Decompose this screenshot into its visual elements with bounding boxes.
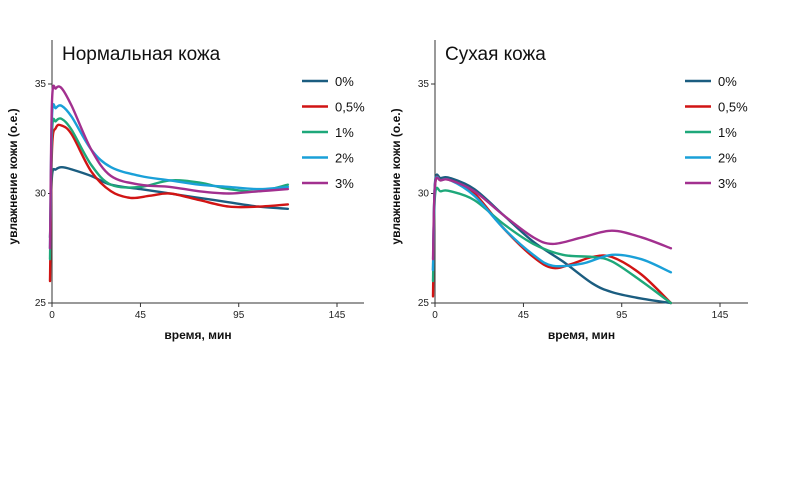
legend-label: 1% [718, 125, 737, 140]
series-line-3- [48, 84, 290, 250]
x-axis-label: время, мин [548, 328, 615, 342]
y-axis-label: увлажнение кожи (о.е.) [389, 108, 403, 244]
legend-label: 2% [718, 151, 737, 166]
x-tick-label: 145 [329, 310, 346, 321]
y-tick-label: 30 [35, 189, 47, 200]
y-tick-label: 25 [418, 298, 430, 309]
y-axis-label: увлажнение кожи (о.е.) [6, 108, 20, 244]
chart-normal-skin: 25 30 35 0 45 95 145 Нормальная кожа время, мин у… [6, 40, 365, 342]
chart-title: Нормальная кожа [62, 44, 221, 65]
series-line-0-5- [48, 123, 290, 283]
x-tick-label: 0 [49, 310, 55, 321]
x-axis-label: время, мин [164, 328, 231, 342]
legend-label: 1% [335, 125, 354, 140]
series-line-1- [431, 186, 673, 305]
legend-label: 3% [718, 176, 737, 191]
legend-label: 2% [335, 151, 354, 166]
series-line-0- [431, 173, 673, 305]
x-tick-label: 45 [518, 310, 530, 321]
series-line-0-5- [431, 175, 673, 305]
y-tick-label: 25 [35, 298, 47, 309]
legend-label: 0,5% [335, 100, 365, 115]
series-line-1- [48, 117, 290, 261]
series-line-3- [431, 176, 673, 261]
legend-label: 0,5% [718, 100, 748, 115]
chart-title: Сухая кожа [445, 44, 546, 65]
series-line-2- [431, 175, 673, 274]
series-line-0- [48, 166, 290, 239]
x-tick-label: 45 [135, 310, 147, 321]
x-tick-label: 145 [712, 310, 729, 321]
legend-label: 0% [335, 74, 354, 89]
y-tick-label: 35 [35, 79, 47, 90]
y-tick-label: 35 [418, 79, 430, 90]
y-tick-label: 30 [418, 189, 430, 200]
x-tick-label: 0 [432, 310, 438, 321]
legend-label: 3% [335, 176, 354, 191]
x-tick-label: 95 [233, 310, 245, 321]
legend-label: 0% [718, 74, 737, 89]
series-line-2- [48, 103, 290, 250]
chart-dry-skin: 25 30 35 0 45 95 145 Сухая кожа время, мин увлажн… [389, 40, 748, 342]
x-tick-label: 95 [616, 310, 628, 321]
